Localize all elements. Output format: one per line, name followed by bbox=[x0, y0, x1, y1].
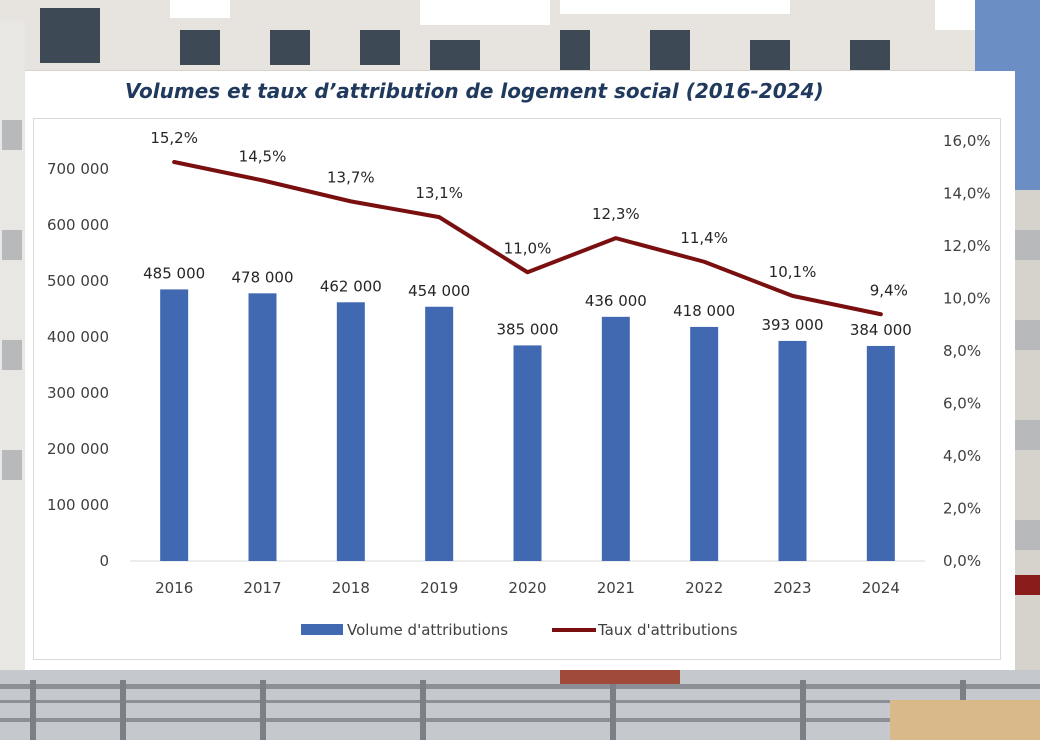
chart: 0 100 000 200 000 300 000 400 000 500 000 600 … bbox=[47, 129, 991, 639]
line-data-label: 10,1% bbox=[769, 263, 817, 281]
x-axis-tick-label: 2021 bbox=[597, 579, 635, 597]
bar-data-label: 418 000 bbox=[673, 302, 735, 320]
line-data-label: 9,4% bbox=[870, 281, 908, 299]
bar-data-label: 462 000 bbox=[320, 277, 382, 295]
right-axis-tick-label: 10,0% bbox=[943, 290, 991, 308]
right-axis-tick-label: 4,0% bbox=[943, 447, 981, 465]
right-axis-tick-label: 6,0% bbox=[943, 395, 981, 413]
x-axis-tick-labels: 2016 2017 2018 2019 2020 2021 2022 2023 2024 bbox=[155, 579, 900, 597]
left-axis-tick-label: 500 000 bbox=[47, 272, 109, 290]
x-axis-tick-label: 2017 bbox=[243, 579, 281, 597]
right-axis-tick-label: 8,0% bbox=[943, 342, 981, 360]
right-axis-tick-label: 2,0% bbox=[943, 500, 981, 518]
x-axis-tick-label: 2022 bbox=[685, 579, 723, 597]
x-axis-tick-label: 2018 bbox=[332, 579, 370, 597]
left-axis-tick-label: 100 000 bbox=[47, 496, 109, 514]
x-axis-tick-label: 2024 bbox=[862, 579, 900, 597]
right-axis-tick-label: 14,0% bbox=[943, 185, 991, 203]
plot-frame bbox=[33, 118, 1001, 660]
bar bbox=[425, 306, 454, 561]
bar bbox=[160, 289, 189, 561]
left-axis-tick-label: 400 000 bbox=[47, 328, 109, 346]
legend-label-line: Taux d'attributions bbox=[597, 621, 738, 639]
x-axis-tick-label: 2016 bbox=[155, 579, 193, 597]
bar-data-labels: 485 000 478 000 462 000 454 000 385 000 436 0… bbox=[143, 264, 912, 339]
line-data-label: 11,4% bbox=[680, 229, 728, 247]
right-axis-tick-label: 12,0% bbox=[943, 237, 991, 255]
bar-data-label: 454 000 bbox=[408, 282, 470, 300]
bar bbox=[248, 293, 277, 561]
chart-card: Volumes et taux d’attribution de logemen… bbox=[25, 71, 1015, 670]
x-axis-tick-label: 2019 bbox=[420, 579, 458, 597]
bar-data-label: 478 000 bbox=[231, 268, 293, 286]
bar-data-label: 384 000 bbox=[850, 321, 912, 339]
line-data-label: 12,3% bbox=[592, 205, 640, 223]
x-axis-tick-label: 2020 bbox=[508, 579, 546, 597]
right-axis-tick-label: 0,0% bbox=[943, 552, 981, 570]
right-axis-tick-label: 16,0% bbox=[943, 132, 991, 150]
line-data-label: 11,0% bbox=[504, 239, 552, 257]
left-axis-tick-labels: 0 100 000 200 000 300 000 400 000 500 000 600 … bbox=[47, 160, 109, 570]
x-axis-tick-label: 2023 bbox=[773, 579, 811, 597]
left-axis-tick-label: 700 000 bbox=[47, 160, 109, 178]
bar bbox=[601, 316, 630, 561]
left-axis-tick-label: 0 bbox=[99, 552, 109, 570]
bar bbox=[336, 302, 365, 561]
line-data-label: 15,2% bbox=[150, 129, 198, 147]
bar bbox=[778, 340, 807, 561]
bar-data-label: 385 000 bbox=[496, 320, 558, 338]
bar bbox=[513, 345, 542, 561]
line-data-label: 13,7% bbox=[327, 168, 375, 186]
rate-line bbox=[172, 160, 883, 317]
left-axis-tick-label: 600 000 bbox=[47, 216, 109, 234]
line-data-label: 14,5% bbox=[239, 147, 287, 165]
chart-title: Volumes et taux d’attribution de logemen… bbox=[125, 79, 824, 103]
line-data-label: 13,1% bbox=[415, 184, 463, 202]
bar-series bbox=[160, 289, 895, 561]
bar-data-label: 436 000 bbox=[585, 292, 647, 310]
bar-data-label: 485 000 bbox=[143, 264, 205, 282]
bar bbox=[690, 326, 719, 561]
left-axis-tick-label: 200 000 bbox=[47, 440, 109, 458]
line-data-labels: 15,2% 14,5% 13,7% 13,1% 11,0% 12,3% 11,4% 10,1%… bbox=[150, 129, 908, 299]
line-series bbox=[172, 160, 883, 317]
right-axis-tick-labels: 0,0% 2,0% 4,0% 6,0% 8,0% 10,0% 12,0% 14,0% 16,0% bbox=[943, 132, 991, 570]
legend-swatch-bar bbox=[301, 624, 343, 635]
bar-data-label: 393 000 bbox=[761, 316, 823, 334]
bar bbox=[866, 345, 895, 561]
left-axis-tick-label: 300 000 bbox=[47, 384, 109, 402]
legend: Volume d'attributions Taux d'attributions bbox=[301, 621, 738, 639]
legend-label-bar: Volume d'attributions bbox=[347, 621, 508, 639]
